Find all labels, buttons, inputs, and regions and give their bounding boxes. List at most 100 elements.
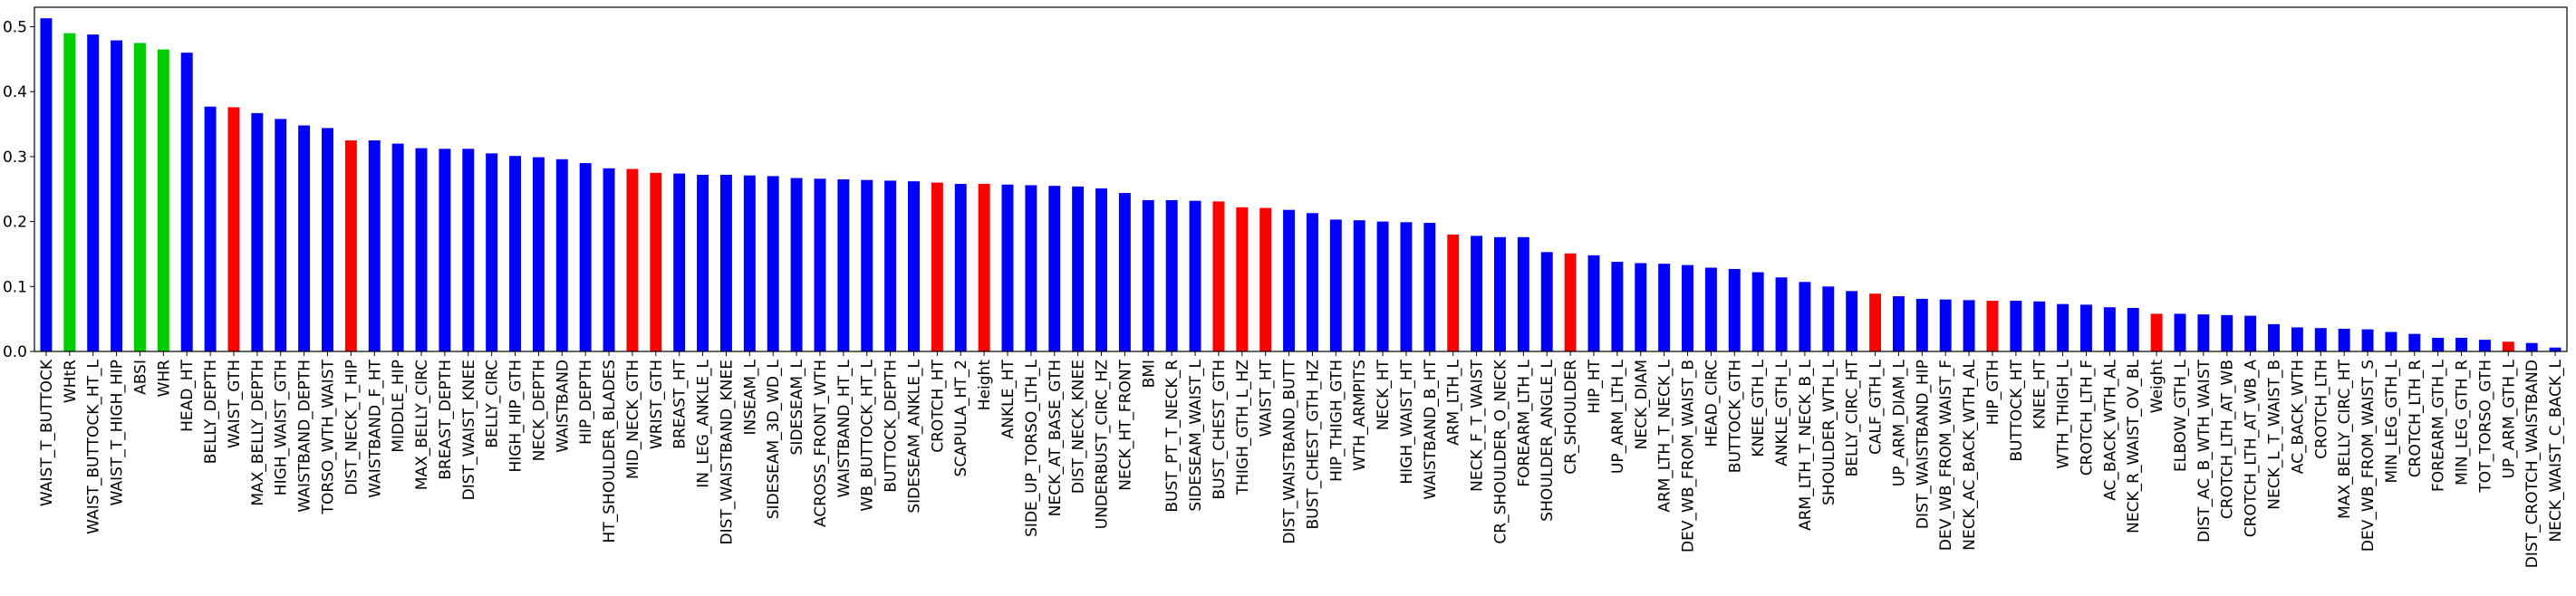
x-tick-label: BELLY_CIRC — [484, 360, 502, 448]
bar-neck-f-t-waist — [1471, 236, 1483, 351]
bar-neck-at-base-gth — [1048, 186, 1061, 351]
x-tick-label: SIDESEAM_3D_WD_L — [765, 359, 783, 519]
bar-whtr — [63, 33, 76, 351]
bar-neck-l-t-waist-b — [2268, 323, 2280, 351]
bar-min-leg-gth-l — [2385, 332, 2398, 351]
x-tick-label: DIST_WAISTBAND_BUTT — [1281, 359, 1299, 543]
bar-tot-torso-gth — [2478, 340, 2491, 351]
x-tick-label: MAX_BELLY_CIRC_HT — [2336, 359, 2354, 518]
bar-waistband-f-ht — [368, 139, 381, 351]
bar-elbow-gth-l — [2174, 313, 2186, 351]
bar-hip-depth — [579, 163, 592, 351]
x-tick-label: NECK_HT — [1375, 359, 1393, 430]
x-tick-label: DIST_AC_B_WTH_WAIST — [2195, 359, 2214, 542]
bar-belly-depth — [204, 106, 217, 351]
x-tick-label: HIP_DEPTH — [577, 360, 595, 445]
bar-across-front-wth — [814, 178, 826, 351]
bar-wrist-gth — [650, 172, 662, 351]
bar-waist-t-buttock — [40, 18, 53, 351]
bar-shoulder-wth-l — [1822, 286, 1835, 351]
x-tick-label: NECK_DIAM — [1633, 360, 1651, 449]
x-tick-label: HIP_GTH — [1984, 360, 2002, 425]
bar-mid-neck-gth — [626, 168, 639, 351]
bar-ankle-ht — [1001, 184, 1014, 351]
x-tick-label: DIST_WAIST_KNEE — [460, 360, 478, 500]
x-tick-label: MAX_BELLY_DEPTH — [249, 360, 267, 506]
y-tick-label: 0.3 — [3, 149, 27, 167]
bar-hip-thigh-gth — [1329, 219, 1342, 351]
bar-ac-back-wth-al — [2103, 307, 2116, 351]
bar-max-belly-circ — [415, 148, 428, 351]
bar-torso-wth-waist — [322, 128, 333, 351]
y-tick-label: 0.0 — [3, 343, 27, 361]
bar-ht-shoulder-blades — [603, 168, 615, 351]
bar-shoulder-angle-l — [1540, 252, 1553, 351]
x-tick-label: ARM_LTH_T_NECK_B_L — [1797, 359, 1815, 530]
x-tick-label: NECK_L_T_WAIST_B — [2266, 360, 2284, 510]
x-tick-label: UNDERBUST_CIRC_HZ — [1094, 360, 1112, 529]
x-tick-label: THIGH_GTH_L_HZ — [1234, 360, 1252, 495]
bar-ac-back-wth — [2291, 327, 2303, 351]
bar-dist-waistband-hip — [1915, 298, 1928, 351]
y-tick-label: 0.4 — [3, 83, 27, 101]
x-tick-label: DEV_WB_FROM_WAIST_S — [2359, 360, 2378, 552]
x-tick-label: NECK_DEPTH — [530, 360, 548, 461]
x-tick-label: NECK_AT_BASE_GTH — [1047, 360, 1065, 516]
bar-whr — [157, 49, 169, 352]
bar-height — [978, 184, 990, 351]
x-tick-label: DIST_CROTCH_WAISTBAND — [2523, 360, 2542, 568]
x-axis: WAIST_T_BUTTOCK WHtR WAIST_BUTTOCK_HT_L WAI… — [38, 351, 2565, 568]
bars-group — [40, 18, 2562, 352]
bar-buttock-depth — [884, 180, 897, 351]
bar-bust-chest-gth-hz — [1306, 213, 1318, 351]
bar-crotch-lth-f — [2079, 304, 2092, 351]
bar-cr-shoulder — [1564, 253, 1577, 351]
bar-belly-circ — [486, 153, 498, 351]
x-tick-label: BREAST_DEPTH — [437, 360, 455, 480]
x-tick-label: DIST_NECK_KNEE — [1070, 360, 1088, 494]
x-tick-label: HEAD_CIRC — [1703, 360, 1721, 447]
x-tick-label: BMI — [1140, 360, 1158, 388]
bar-knee-gth-l — [1751, 272, 1764, 351]
bar-sideseam-waist-l — [1189, 200, 1201, 351]
bar-buttock-gth — [1728, 268, 1741, 351]
bar-crotch-lth-at-wb-a — [2244, 315, 2257, 351]
bar-waist-t-high-hip — [111, 40, 123, 351]
x-tick-label: Height — [976, 360, 994, 411]
bar-neck-r-waist-ov-bl — [2127, 307, 2139, 351]
y-axis: 0.0 0.1 0.2 0.3 0.4 0.5 — [3, 19, 34, 361]
x-tick-label: SIDESEAM_L — [788, 359, 806, 455]
bar-dev-wb-from-waist-f — [1939, 299, 1952, 351]
x-tick-label: CROTCH_LTH_AT_WB_A — [2243, 360, 2261, 538]
x-tick-label: MIN_LEG_GTH_L — [2383, 359, 2401, 483]
bar-bust-pt-t-neck-r — [1165, 199, 1178, 351]
bar-arm-lth-t-neck-l — [1658, 264, 1671, 351]
x-tick-label: BUST_PT_T_NECK_R — [1163, 360, 1182, 513]
bar-high-waist-gth — [275, 119, 287, 352]
bar-waistband-depth — [298, 125, 311, 351]
x-tick-label: CALF_GTH_L — [1867, 359, 1886, 454]
x-tick-label: WAIST_T_HIGH_HIP — [109, 360, 127, 505]
x-tick-label: DEV_WB_FROM_WAIST_B — [1680, 360, 1698, 553]
x-tick-label: SIDESEAM_WAIST_L — [1187, 359, 1205, 511]
bar-scapula-ht-2 — [954, 184, 967, 351]
bar-neck-depth — [532, 157, 545, 351]
x-tick-label: HT_SHOULDER_BLADES — [601, 360, 619, 543]
bar-max-belly-circ-ht — [2338, 328, 2350, 351]
bar-dist-crotch-waistband — [2525, 342, 2538, 351]
bar-wth-armpits — [1353, 220, 1365, 351]
x-tick-label: WTH_ARMPITS — [1351, 360, 1369, 471]
bar-bust-chest-gth — [1212, 201, 1225, 351]
bar-up-arm-gth-l — [2502, 341, 2514, 351]
x-tick-label: DIST_WAISTBAND_KNEE — [718, 360, 736, 544]
bar-high-hip-gth — [509, 156, 522, 351]
bar-waistband-b-ht — [1423, 223, 1436, 351]
x-tick-label: HIP_HT — [1586, 359, 1604, 413]
x-tick-label: SHOULDER_WTH_L — [1820, 359, 1838, 505]
x-tick-label: NECK_AC_BACK_WTH_AL — [1961, 359, 1979, 550]
x-tick-label: NECK_R_WAIST_OV_BL — [2125, 359, 2143, 533]
bar-high-waist-ht — [1400, 222, 1413, 351]
x-tick-label: WAISTBAND — [554, 360, 572, 453]
bar-sideseam-3d-wd-l — [767, 176, 779, 351]
bar-inseam-l — [743, 175, 756, 351]
